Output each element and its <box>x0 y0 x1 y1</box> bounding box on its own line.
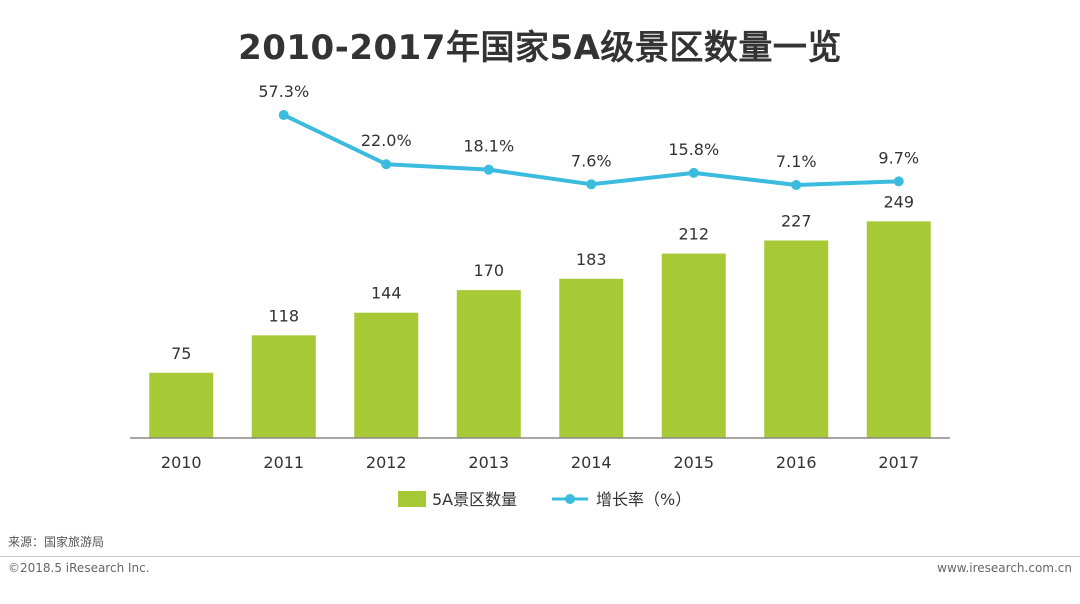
legend-line-label: 增长率（%） <box>596 490 691 509</box>
x-tick-label: 2010 <box>161 453 202 472</box>
x-tick-label: 2015 <box>673 453 714 472</box>
bar-2011 <box>251 335 316 438</box>
growth-value-label: 7.6% <box>571 151 612 170</box>
growth-point-2013 <box>483 164 494 175</box>
growth-point-2015 <box>688 167 699 178</box>
growth-point-2014 <box>586 179 597 190</box>
growth-point-2016 <box>791 180 802 190</box>
growth-value-label: 15.8% <box>668 140 719 159</box>
x-tick-label: 2011 <box>263 453 304 472</box>
growth-value-label: 7.1% <box>776 152 817 171</box>
legend-bar-label: 5A景区数量 <box>432 490 517 509</box>
bar-2013 <box>456 290 521 438</box>
bar-2014 <box>559 278 624 438</box>
copyright-text: ©2018.5 iResearch Inc. <box>8 561 150 575</box>
growth-point-2017 <box>893 176 904 187</box>
growth-value-label: 18.1% <box>463 137 514 156</box>
x-tick-label: 2012 <box>366 453 407 472</box>
legend-line-marker <box>565 494 575 504</box>
bar-value-label: 75 <box>171 344 191 363</box>
bar-2012 <box>354 312 419 438</box>
bar-value-label: 227 <box>781 212 812 231</box>
bar-2016 <box>764 240 829 438</box>
website-text: www.iresearch.com.cn <box>937 561 1072 575</box>
bar-value-label: 212 <box>678 225 709 244</box>
bar-2010 <box>149 372 214 438</box>
growth-value-label: 22.0% <box>361 131 412 150</box>
growth-point-2012 <box>381 159 392 170</box>
bar-value-label: 183 <box>576 250 607 269</box>
footer-divider <box>0 556 1080 557</box>
growth-value-label: 9.7% <box>878 148 919 167</box>
growth-point-2011 <box>278 110 289 120</box>
x-tick-label: 2013 <box>468 453 509 472</box>
source-note: 来源：国家旅游局 <box>8 535 105 549</box>
bar-value-label: 249 <box>883 192 914 211</box>
bar-value-label: 170 <box>473 261 504 280</box>
x-tick-label: 2016 <box>776 453 817 472</box>
x-tick-label: 2017 <box>878 453 919 472</box>
bar-2015 <box>661 253 726 438</box>
bar-2017 <box>866 221 931 438</box>
chart-title: 2010-2017年国家5A级景区数量一览 <box>238 28 842 68</box>
chart-area: 75 2010 118 2011 144 2012 170 2013 183 2014 212 201… <box>130 82 950 509</box>
legend-bar-swatch <box>398 491 426 507</box>
x-tick-label: 2014 <box>571 453 612 472</box>
bar-value-label: 144 <box>371 284 402 303</box>
growth-value-label: 57.3% <box>258 82 309 101</box>
bar-value-label: 118 <box>268 306 299 325</box>
